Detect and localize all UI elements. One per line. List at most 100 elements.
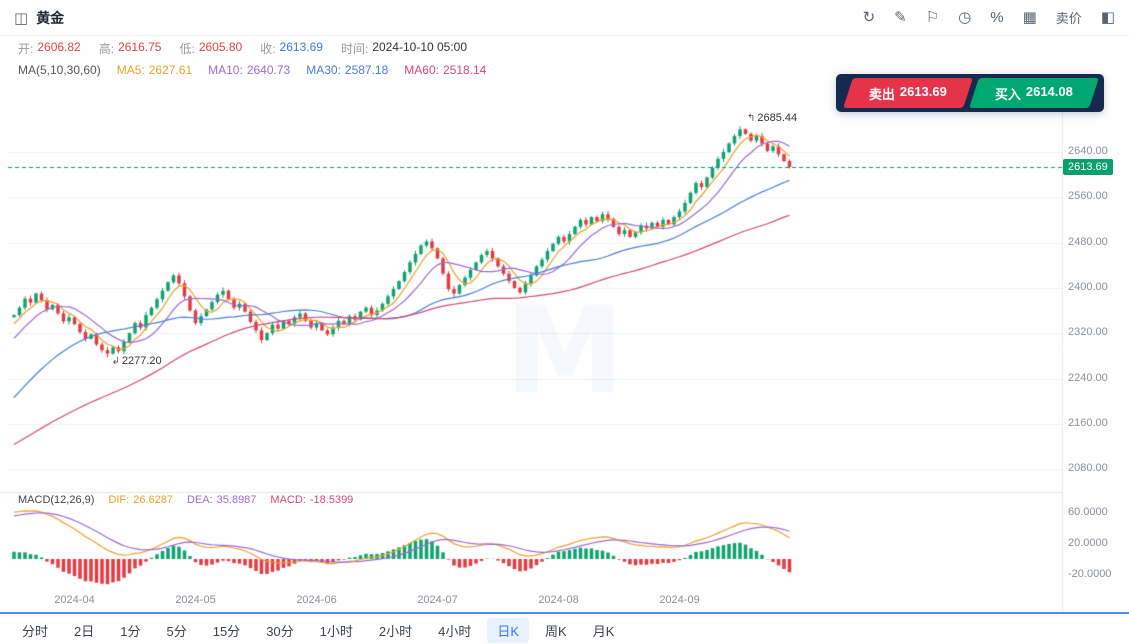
candlestick-chart-canvas[interactable]: [0, 82, 1129, 616]
time-axis-label: 2024-07: [417, 594, 458, 606]
timeframe-2日[interactable]: 2日: [74, 623, 95, 639]
percent-icon[interactable]: %: [990, 9, 1004, 26]
high-value: 2616.75: [118, 39, 162, 54]
time-axis-label: 2024-09: [659, 594, 700, 606]
macd-axis-label: 20.0000: [1068, 536, 1108, 549]
ma60-label: MA60:: [404, 63, 439, 77]
time-clock-icon[interactable]: ◷: [958, 9, 972, 26]
close-value: 2613.69: [279, 39, 323, 54]
high-label: 高:: [98, 41, 115, 56]
price-axis-label: 2080.00: [1068, 462, 1108, 475]
time-quote: 时间: 2024-10-10 05:00: [341, 40, 467, 57]
ma5-label: MA5:: [116, 63, 145, 77]
open-quote: 开: 2606.82: [18, 40, 81, 57]
timeframe-15分[interactable]: 15分: [212, 623, 241, 639]
ma10-legend: MA10: 2640.73: [208, 63, 290, 77]
price-axis-label: 2240.00: [1068, 371, 1108, 384]
instrument-list-icon[interactable]: ◫: [14, 9, 29, 27]
instrument-title: 黄金: [36, 9, 65, 26]
timeframe-分时[interactable]: 分时: [22, 623, 49, 639]
timeframe-bar: 分时 2日 1分 5分 15分 30分 1小时 2小时 4小时 日K 周K 月K: [0, 616, 1129, 644]
zoom-track[interactable]: [0, 612, 1129, 614]
high-annotation-label: 2685.44: [757, 112, 798, 125]
buy-button[interactable]: 买入 2614.08: [969, 78, 1099, 108]
quote-bar: 开: 2606.82 高: 2616.75 低: 2605.80 收: 2613.69 …: [0, 36, 467, 60]
dea-value: 35.8987: [216, 494, 257, 506]
timeframe-30分[interactable]: 30分: [266, 623, 294, 639]
time-axis-label: 2024-05: [175, 594, 216, 606]
refresh-icon[interactable]: ↻: [862, 9, 876, 26]
chart-toolbar: ↻ ✎ ⚐ ◷% ▦ 卖价 ◧: [863, 8, 1115, 27]
timeframe-4小时[interactable]: 4小时: [438, 623, 472, 639]
dif-legend: DIF: 26.6287: [108, 494, 173, 506]
price-axis-label: 2480.00: [1068, 235, 1108, 248]
dif-value: 26.6287: [133, 494, 173, 506]
time-value: 2024-10-10 05:00: [372, 39, 468, 54]
timeframe-1分[interactable]: 1分: [120, 623, 141, 639]
timeframe-月K[interactable]: 月K: [592, 623, 615, 639]
close-quote: 收: 2613.69: [260, 40, 323, 57]
macd-value-legend: MACD: -18.5399: [270, 494, 353, 506]
current-price-badge: 2613.69: [1063, 158, 1113, 175]
price-axis-label: 2400.00: [1068, 280, 1108, 293]
ma30-legend: MA30: 2587.18: [306, 63, 388, 77]
ma10-value: 2640.73: [246, 63, 291, 77]
high-annotation: ↰ 2685.44: [747, 112, 797, 124]
close-label: 收:: [260, 41, 276, 56]
price-axis-label: 2560.00: [1068, 190, 1108, 203]
sell-button[interactable]: 卖出 2613.69: [843, 78, 973, 108]
time-axis-label: 2024-08: [538, 594, 579, 606]
macd-axis-label: -20.0000: [1068, 567, 1112, 580]
theme-contrast-icon[interactable]: ◧: [1100, 9, 1115, 26]
sell-price-toggle[interactable]: 卖价: [1055, 11, 1082, 26]
macd-axis-label: 60.0000: [1068, 505, 1108, 518]
grid-layout-icon[interactable]: ▦: [1022, 9, 1037, 26]
price-axis-label: 2640.00: [1068, 145, 1108, 157]
timeframe-1小时[interactable]: 1小时: [319, 623, 353, 639]
buy-label: 买入: [994, 86, 1021, 102]
ma60-value: 2518.14: [442, 63, 487, 77]
macd-value: -18.5399: [309, 494, 354, 506]
ma-legend: MA(5,10,30,60) MA5: 2627.61 MA10: 2640.73 …: [0, 60, 486, 80]
open-value: 2606.82: [37, 39, 81, 54]
ma30-value: 2587.18: [344, 63, 389, 77]
sell-label: 卖出: [868, 86, 895, 102]
dea-legend: DEA: 35.8987: [187, 494, 256, 506]
macd-group-label: MACD(12,26,9): [18, 494, 95, 506]
dif-label: DIF:: [108, 494, 130, 506]
macd-legend: MACD(12,26,9) DIF: 26.6287 DEA: 35.8987 MA…: [18, 494, 353, 506]
time-label: 时间:: [340, 41, 369, 56]
ma-group-label: MA(5,10,30,60): [18, 63, 101, 77]
ma60-legend: MA60: 2518.14: [404, 63, 486, 77]
ma10-label: MA10:: [208, 63, 243, 77]
annotation-arrow-icon: ↰: [747, 112, 756, 124]
low-value: 2605.80: [198, 39, 243, 54]
price-axis-label: 2320.00: [1068, 326, 1108, 339]
chart-region: 2640.00 2560.00 2480.00 2400.00 2320.00 2240.…: [0, 82, 1129, 616]
trade-panel: 卖出 2613.69 买入 2614.08: [836, 74, 1104, 112]
low-label: 低:: [179, 41, 195, 56]
draw-tool-icon[interactable]: ✎: [894, 9, 907, 26]
instrument-header: ◫ 黄金: [14, 8, 64, 28]
open-label: 开:: [18, 41, 34, 56]
ma5-value: 2627.61: [148, 63, 193, 77]
low-annotation: ↲ 2277.20: [112, 355, 162, 367]
alert-flag-icon[interactable]: ⚐: [925, 9, 940, 26]
annotation-arrow-icon: ↲: [111, 355, 120, 367]
ma30-label: MA30:: [306, 63, 341, 77]
timeframe-周K[interactable]: 周K: [545, 623, 567, 639]
timeframe-日K[interactable]: 日K: [487, 617, 530, 643]
time-axis-label: 2024-04: [54, 594, 95, 606]
topbar: ◫ 黄金 ↻ ✎ ⚐ ◷% ▦ 卖价 ◧: [0, 0, 1129, 36]
timeframe-2小时[interactable]: 2小时: [378, 623, 413, 639]
time-axis: 2024-04 2024-05 2024-06 2024-07 2024-08 2024-…: [0, 594, 1062, 610]
sell-price: 2613.69: [900, 83, 947, 99]
macd-label: MACD:: [270, 494, 306, 506]
low-quote: 低: 2605.80: [179, 40, 242, 57]
price-axis-label: 2160.00: [1068, 416, 1108, 429]
timeframe-5分[interactable]: 5分: [166, 623, 187, 639]
buy-price: 2614.08: [1026, 83, 1073, 99]
high-quote: 高: 2616.75: [99, 40, 162, 57]
time-axis-label: 2024-06: [296, 594, 337, 606]
